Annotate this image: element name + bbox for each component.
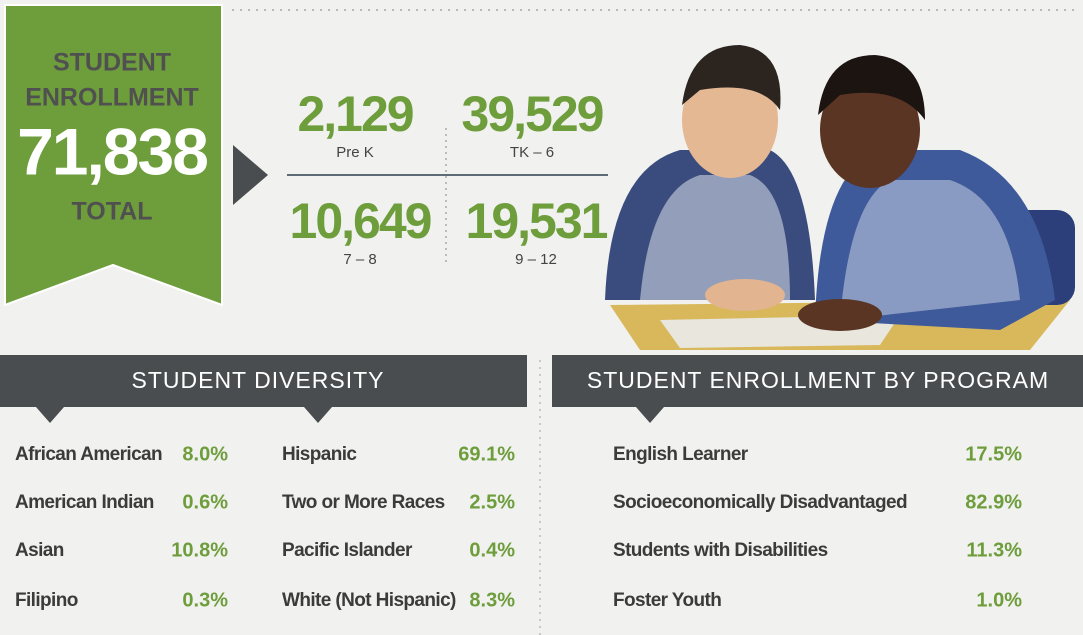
grade-count: 39,529 <box>462 86 603 142</box>
diversity-name: Pacific Islander <box>282 540 413 561</box>
diversity-name: Filipino <box>15 590 78 611</box>
banner-line3: TOTAL <box>71 198 152 226</box>
header-notch <box>636 407 664 423</box>
grade-count: 2,129 <box>297 86 412 142</box>
grade-label: 9 – 12 <box>515 251 557 268</box>
diversity-value: 0.3% <box>182 589 228 611</box>
program-value: 82.9% <box>965 491 1022 513</box>
diversity-name: Two or More Races <box>282 492 445 513</box>
header-notch <box>304 407 332 423</box>
diversity-name: American Indian <box>15 492 154 513</box>
grade-count: 19,531 <box>466 193 608 249</box>
diversity-value: 0.4% <box>469 539 515 561</box>
diversity-value: 8.0% <box>182 443 228 465</box>
grade-count: 10,649 <box>290 193 431 249</box>
grade-label: 7 – 8 <box>343 251 376 268</box>
program-value: 17.5% <box>965 443 1022 465</box>
diversity-value: 10.8% <box>171 539 228 561</box>
grade-label: Pre K <box>336 144 374 161</box>
program-value: 1.0% <box>976 589 1022 611</box>
diversity-value: 2.5% <box>469 491 515 513</box>
program-value: 11.3% <box>966 539 1022 561</box>
diversity-name: White (Not Hispanic) <box>282 590 456 611</box>
photo <box>605 45 1075 350</box>
banner-line2: ENROLLMENT <box>25 84 199 112</box>
diversity-name: Asian <box>15 540 64 561</box>
diversity-name: Hispanic <box>282 444 357 465</box>
header-notch <box>36 407 64 423</box>
grade-label: TK – 6 <box>510 144 554 161</box>
arrow <box>233 145 268 205</box>
diversity-title: STUDENT DIVERSITY <box>132 367 385 393</box>
enrollment-banner <box>4 4 223 307</box>
diversity-value: 8.3% <box>469 589 515 611</box>
program-name: English Learner <box>613 444 749 465</box>
banner-line1: STUDENT <box>53 49 171 77</box>
banner-total: 71,838 <box>17 114 207 188</box>
program-title: STUDENT ENROLLMENT BY PROGRAM <box>587 367 1049 393</box>
program-name: Students with Disabilities <box>613 540 828 561</box>
program-name: Socioeconomically Disadvantaged <box>613 492 907 513</box>
program-header <box>552 355 1083 407</box>
diversity-name: African American <box>15 444 162 465</box>
program-name: Foster Youth <box>613 590 721 611</box>
diversity-value: 69.1% <box>458 443 515 465</box>
diversity-header <box>0 355 527 407</box>
diversity-value: 0.6% <box>182 491 228 513</box>
